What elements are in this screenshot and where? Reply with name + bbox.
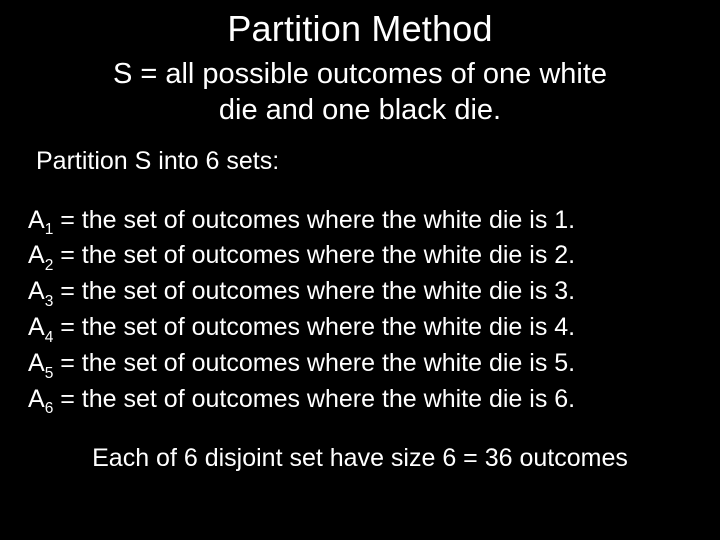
section-label: Partition S into 6 sets:: [0, 147, 720, 204]
set-name: A: [28, 241, 45, 269]
set-name: A: [28, 277, 45, 305]
set-desc: = the set of outcomes where the white di…: [53, 277, 575, 305]
set-desc: = the set of outcomes where the white di…: [53, 385, 575, 413]
set-name: A: [28, 349, 45, 377]
subtitle-line-2: die and one black die.: [219, 94, 501, 126]
set-row: A5 = the set of outcomes where the white…: [28, 347, 700, 383]
set-row: A2 = the set of outcomes where the white…: [28, 239, 700, 275]
set-row: A1 = the set of outcomes where the white…: [28, 204, 700, 240]
slide-subtitle: S = all possible outcomes of one white d…: [0, 56, 720, 147]
set-row: A6 = the set of outcomes where the white…: [28, 383, 700, 419]
slide: Partition Method S = all possible outcom…: [0, 0, 720, 540]
set-index: 1: [45, 221, 54, 238]
slide-title: Partition Method: [0, 0, 720, 56]
set-index: 2: [45, 257, 54, 274]
set-index: 3: [45, 293, 54, 310]
set-desc: = the set of outcomes where the white di…: [53, 349, 575, 377]
set-desc: = the set of outcomes where the white di…: [53, 206, 575, 234]
set-name: A: [28, 385, 45, 413]
set-desc: = the set of outcomes where the white di…: [53, 241, 575, 269]
set-name: A: [28, 206, 45, 234]
set-desc: = the set of outcomes where the white di…: [53, 313, 575, 341]
set-index: 4: [45, 329, 54, 346]
set-name: A: [28, 313, 45, 341]
footer-line: Each of 6 disjoint set have size 6 = 36 …: [0, 418, 720, 473]
set-index: 5: [45, 365, 54, 382]
subtitle-line-1: S = all possible outcomes of one white: [113, 58, 607, 90]
set-row: A3 = the set of outcomes where the white…: [28, 275, 700, 311]
set-list: A1 = the set of outcomes where the white…: [0, 204, 720, 419]
set-row: A4 = the set of outcomes where the white…: [28, 311, 700, 347]
set-index: 6: [45, 400, 54, 417]
